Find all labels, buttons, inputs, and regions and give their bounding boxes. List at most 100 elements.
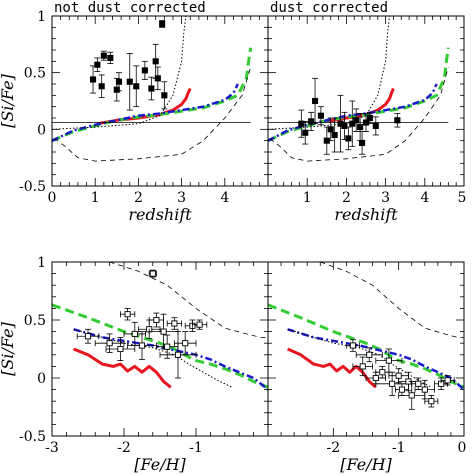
series-line-dashed-thin (53, 66, 252, 162)
data-point (84, 333, 92, 340)
panel-frame (267, 261, 465, 437)
data-point (182, 340, 189, 347)
data-point (331, 131, 338, 139)
series-line-solid (97, 87, 192, 126)
data-point (89, 76, 97, 83)
data-point (362, 119, 370, 126)
data-point (106, 340, 113, 347)
data-point (138, 342, 146, 349)
x-tick-label: 2 (342, 190, 351, 206)
data-point (298, 120, 305, 127)
data-point (349, 342, 356, 349)
x-tick-label: -1 (392, 440, 406, 456)
data-point (415, 380, 422, 387)
data-point (171, 320, 178, 327)
y-tick-label: -0.5 (19, 179, 46, 195)
y-axis-label: [Si/Fe] (0, 321, 17, 375)
data-point (421, 386, 428, 393)
data-point (107, 54, 114, 61)
panel-frame (51, 261, 269, 437)
data-point (341, 122, 348, 129)
series-line-solid (286, 347, 377, 389)
x-tick-label: 2 (134, 190, 143, 206)
series-line-solid (73, 347, 172, 389)
data-point (372, 374, 379, 382)
y-tick-label: 0 (37, 122, 46, 138)
x-tick-label: 3 (177, 190, 186, 206)
data-point (372, 122, 379, 129)
x-tick-label: 1 (303, 190, 312, 206)
data-point (379, 369, 386, 376)
data-point (196, 321, 203, 328)
data-point (154, 75, 161, 82)
data-point (141, 67, 148, 74)
data-point (117, 345, 124, 353)
data-point (148, 85, 155, 92)
x-axis-label: [Fe/H] (340, 455, 392, 474)
data-point (444, 377, 451, 384)
series-line-dashed (268, 303, 464, 389)
data-point (115, 78, 123, 85)
x-tick-label: 0 (458, 440, 467, 456)
x-tick-label: 5 (458, 190, 467, 206)
panel-frame (267, 15, 465, 187)
x-tick-label: 4 (420, 190, 429, 206)
y-tick-label: 0 (37, 371, 46, 387)
series-line-dotted (52, 16, 187, 130)
series-line-dash-dot (73, 328, 268, 391)
series-line-dashed (268, 47, 450, 143)
data-point (152, 58, 159, 65)
y-tick-label: 1 (37, 255, 46, 271)
series-line-dashed (52, 303, 268, 389)
series-line-dotted (268, 16, 390, 130)
data-point (389, 380, 396, 387)
series-group (268, 16, 450, 162)
data-point (153, 316, 160, 324)
series-group (52, 16, 253, 162)
data-point (359, 363, 366, 370)
data-point (131, 330, 138, 337)
data-point (161, 92, 168, 99)
data-point (164, 343, 171, 350)
x-axis-label: redshift (128, 205, 192, 224)
data-point (345, 135, 352, 142)
data-point (311, 97, 319, 105)
data-point (308, 118, 315, 125)
data-point (353, 117, 360, 124)
data-point (302, 129, 309, 136)
data-point (98, 83, 105, 90)
data-point (174, 351, 182, 358)
x-axis-label: [Fe/H] (134, 455, 186, 474)
series-group (268, 262, 464, 410)
data-point (133, 83, 140, 90)
x-tick-label: 3 (381, 190, 390, 206)
series-line-dash-dot (52, 83, 239, 142)
data-point (100, 52, 107, 59)
data-point (408, 392, 415, 399)
series-line-dashed-thin (320, 262, 464, 338)
x-tick-label: 4 (220, 190, 229, 206)
x-tick-label: 0 (48, 190, 57, 206)
data-point (394, 117, 401, 124)
data-point (398, 386, 405, 393)
data-point (385, 357, 392, 364)
data-point (349, 120, 356, 127)
data-point (94, 61, 101, 68)
data-point (159, 20, 166, 27)
data-point (126, 78, 133, 85)
series-line-dash-dot (287, 328, 464, 391)
x-tick-label: -1 (189, 440, 203, 456)
x-tick-label: -2 (327, 440, 341, 456)
x-tick-label: -3 (45, 440, 59, 456)
data-point (359, 139, 366, 146)
data-point (160, 328, 167, 335)
data-point (395, 372, 402, 379)
series-group (52, 262, 268, 391)
data-point (327, 126, 334, 133)
data-point (149, 270, 156, 277)
panel-title: not dust corrected (54, 0, 206, 16)
panel-title: dust corrected (270, 0, 388, 16)
y-axis-label: [Si/Fe] (0, 73, 17, 127)
y-tick-label: 0.5 (24, 66, 46, 82)
